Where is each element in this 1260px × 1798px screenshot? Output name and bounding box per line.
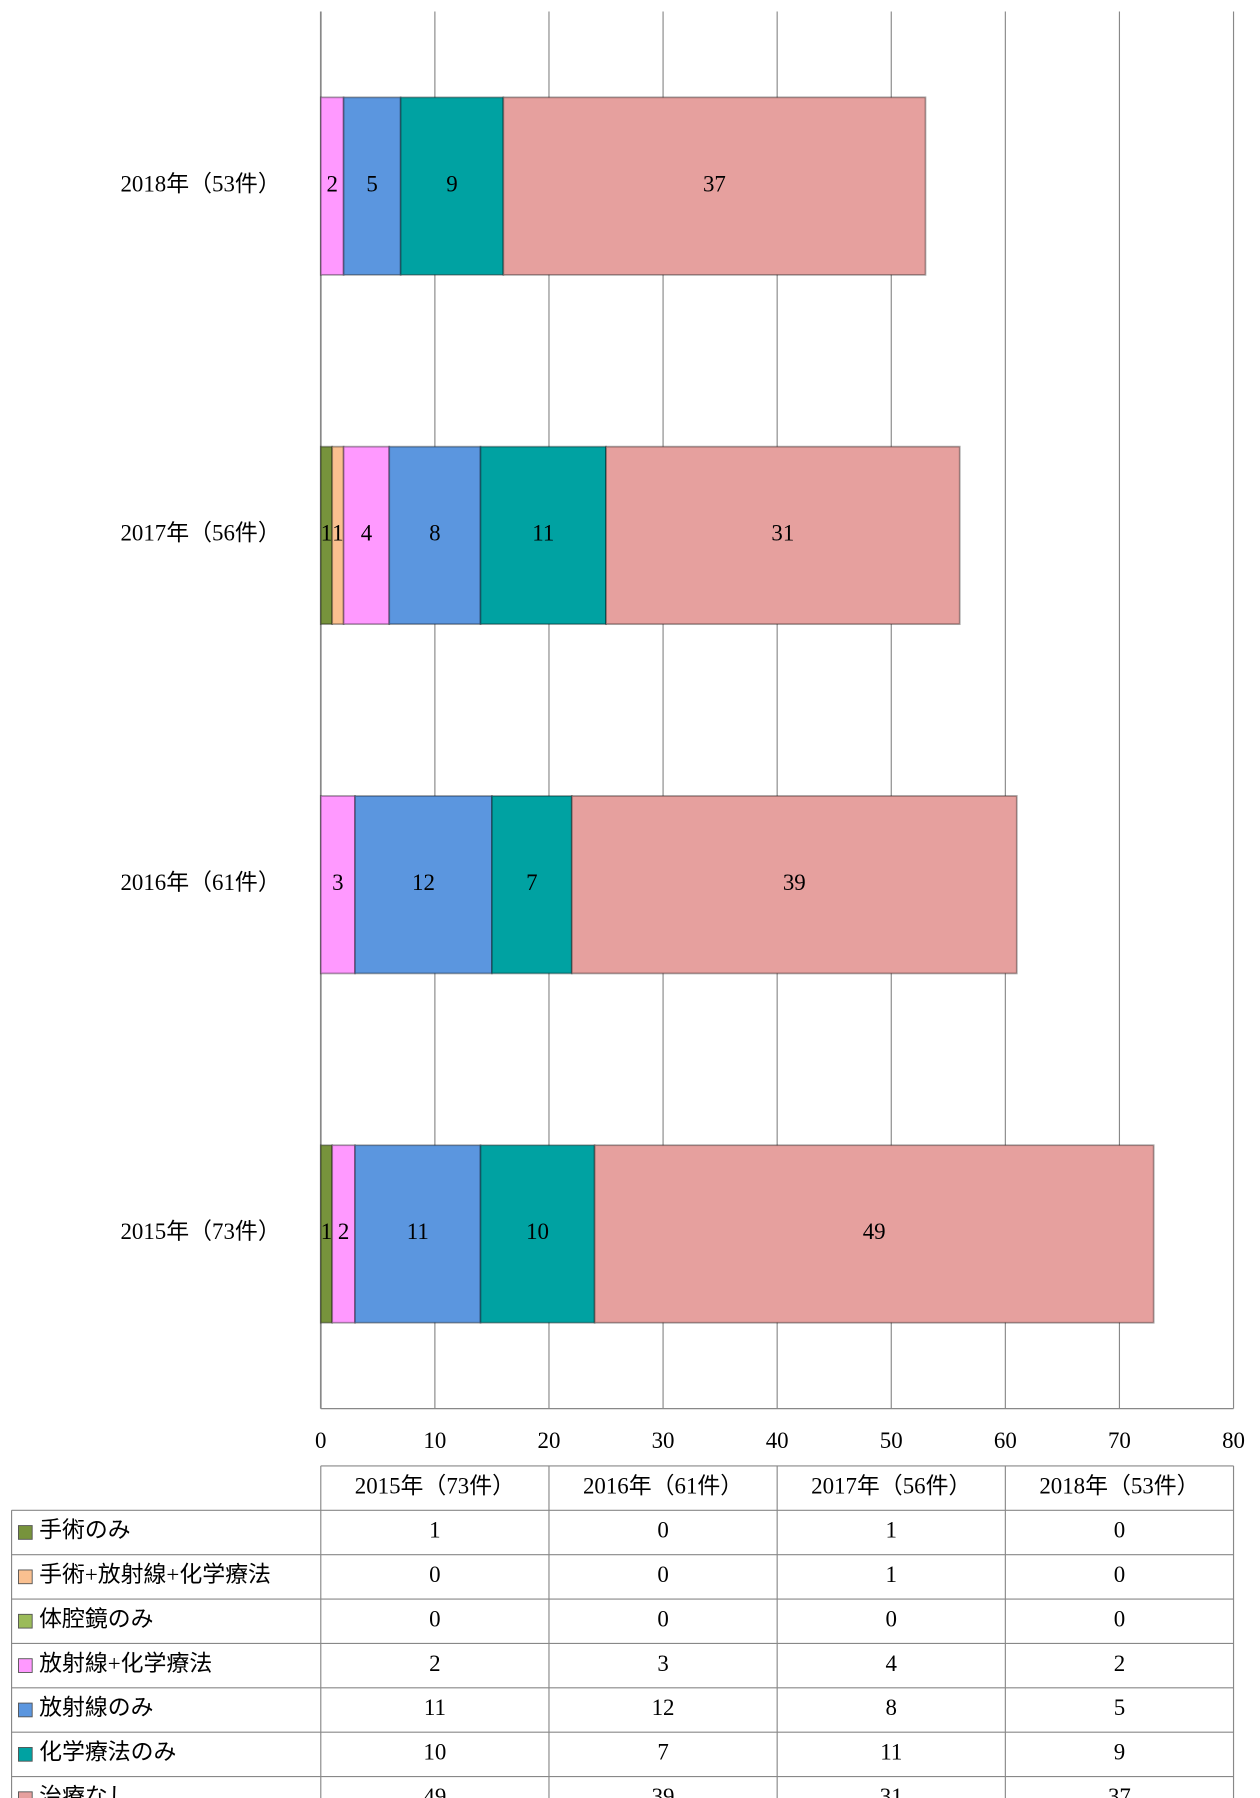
legend-label: 手術+放射線+化学療法 (39, 1562, 271, 1587)
legend-label: 治療なし (39, 1784, 131, 1798)
table-cell: 7 (657, 1740, 668, 1765)
bar-segment (570, 795, 1018, 975)
data-label: 8 (429, 521, 440, 546)
data-label: 1 (321, 521, 332, 546)
table-cell: 2 (429, 1651, 440, 1676)
table-cell: 37 (1108, 1784, 1131, 1798)
bar-segment (342, 96, 402, 276)
data-label: 37 (703, 171, 726, 196)
data-label: 4 (361, 521, 373, 546)
legend-swatch (17, 1525, 33, 1540)
x-tick-label: 40 (766, 1428, 789, 1453)
table-cell: 11 (424, 1695, 446, 1720)
table-cell: 0 (1114, 1518, 1125, 1543)
bar-segment (502, 96, 927, 276)
table-cell: 0 (657, 1562, 668, 1587)
table-cell: 1 (429, 1518, 440, 1543)
bar-segment (354, 1144, 482, 1324)
data-label: 11 (532, 521, 554, 546)
data-label: 5 (366, 171, 377, 196)
data-label: 1 (332, 521, 343, 546)
table-cell: 3 (657, 1651, 668, 1676)
legend-label: 放射線+化学療法 (39, 1651, 212, 1676)
legend-label: 化学療法のみ (39, 1740, 176, 1765)
table-cell: 0 (1114, 1606, 1125, 1631)
y-tick-label: 2015年（73件） (120, 1219, 280, 1244)
bar-segment (342, 445, 391, 626)
data-label: 10 (526, 1219, 549, 1244)
bar-segment (479, 445, 607, 626)
table-cell: 1 (886, 1518, 897, 1543)
x-tick-label: 80 (1222, 1428, 1245, 1453)
x-tick-label: 10 (423, 1428, 446, 1453)
legend-swatch (17, 1569, 33, 1585)
table-cell: 0 (1114, 1562, 1125, 1587)
table-cell: 1 (886, 1562, 897, 1587)
table-cell: 5 (1114, 1695, 1125, 1720)
y-tick-label: 2017年（56件） (120, 521, 280, 546)
table-cell: 31 (880, 1784, 903, 1798)
x-tick-label: 60 (994, 1428, 1017, 1453)
bar-segment (593, 1144, 1155, 1324)
data-label: 11 (407, 1219, 429, 1244)
bar-segment (399, 96, 505, 276)
legend-swatch (17, 1613, 33, 1629)
x-tick-label: 70 (1108, 1428, 1131, 1453)
legend-swatch (17, 1658, 33, 1673)
table-cell: 0 (886, 1606, 897, 1631)
data-label: 31 (771, 521, 794, 546)
table-header: 2018年（53件） (1039, 1473, 1199, 1498)
x-tick-label: 0 (315, 1428, 326, 1453)
table-header: 2016年（61件） (583, 1473, 743, 1498)
legend-swatch (17, 1702, 33, 1718)
data-label: 2 (338, 1219, 349, 1244)
data-label: 7 (526, 870, 537, 895)
table-header: 2017年（56件） (811, 1473, 971, 1498)
table-cell: 0 (429, 1562, 440, 1587)
table-cell: 9 (1114, 1740, 1125, 1765)
x-tick-label: 30 (652, 1428, 675, 1453)
legend-label: 体腔鏡のみ (39, 1606, 153, 1631)
table-cell: 11 (880, 1740, 902, 1765)
y-tick-label: 2018年（53件） (120, 171, 280, 196)
table-cell: 4 (886, 1651, 898, 1676)
table-cell: 39 (652, 1784, 675, 1798)
bar-segment (605, 445, 961, 626)
data-label: 3 (332, 870, 343, 895)
bar-segment (479, 1144, 596, 1324)
legend-swatch (17, 1747, 33, 1762)
data-label: 12 (412, 870, 435, 895)
bar-segment (331, 1144, 356, 1324)
table-cell: 49 (423, 1784, 446, 1798)
data-label: 9 (446, 171, 457, 196)
table-cell: 2 (1114, 1651, 1125, 1676)
data-label: 2 (326, 171, 337, 196)
bar-segment (319, 795, 356, 975)
x-tick-label: 50 (880, 1428, 903, 1453)
legend-label: 手術のみ (39, 1518, 131, 1543)
table-cell: 0 (657, 1606, 668, 1631)
legend-swatch (17, 1791, 33, 1798)
table-cell: 0 (429, 1606, 440, 1631)
x-tick-label: 20 (538, 1428, 561, 1453)
table-header: 2015年（73件） (355, 1473, 515, 1498)
bar-segment (388, 445, 482, 626)
legend-label: 放射線のみ (39, 1695, 153, 1720)
y-tick-label: 2016年（61件） (120, 870, 280, 895)
table-cell: 8 (886, 1695, 897, 1720)
table-cell: 12 (652, 1695, 675, 1720)
data-label: 49 (863, 1219, 886, 1244)
table-cell: 0 (657, 1518, 668, 1543)
data-label: 39 (783, 870, 806, 895)
data-label: 1 (321, 1219, 332, 1244)
table-cell: 10 (423, 1740, 446, 1765)
